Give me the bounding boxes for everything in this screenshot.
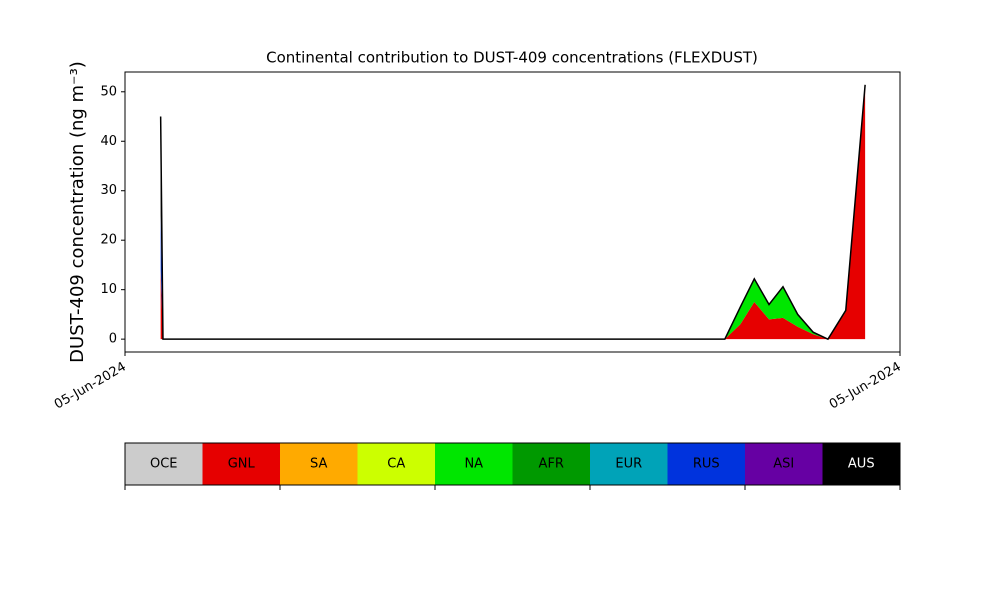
plot-frame: [124, 71, 901, 353]
legend-swatch: [357, 443, 435, 485]
y-axis-label: DUST-409 concentration (ng m⁻³): [67, 61, 88, 363]
y-tick-label: 30: [100, 183, 117, 198]
legend-label: GNL: [228, 457, 256, 472]
legend-swatch: [745, 443, 823, 485]
legend-label: RUS: [693, 457, 720, 472]
legend-label: OCE: [150, 457, 178, 472]
x-tick-label: 05-Jun-2024: [827, 360, 904, 413]
legend-swatch: [590, 443, 668, 485]
y-tick-label: 10: [100, 282, 117, 297]
legend-swatch: [202, 443, 280, 485]
legend-swatch: [125, 443, 203, 485]
legend-swatch: [512, 443, 590, 485]
legend-swatch: [280, 443, 358, 485]
x-tick-label: 05-Jun-2024: [52, 360, 129, 413]
legend-frame: [124, 442, 901, 486]
legend-swatch: [822, 443, 900, 485]
y-tick-label: 50: [100, 84, 117, 99]
y-tick-label: 20: [100, 233, 117, 248]
legend-swatch: [667, 443, 745, 485]
y-tick-label: 40: [100, 134, 117, 149]
legend-label: EUR: [615, 457, 642, 472]
y-tick-label: 0: [109, 332, 117, 347]
chart-title: Continental contribution to DUST-409 con…: [266, 49, 758, 67]
total-outline: [159, 84, 866, 341]
area-na: [160, 84, 866, 340]
legend-label: CA: [387, 457, 405, 472]
legend-label: SA: [310, 457, 327, 472]
legend-label: ASI: [773, 457, 794, 472]
legend-swatch: [435, 443, 513, 485]
legend-label: AUS: [848, 457, 875, 472]
legend-label: NA: [464, 457, 483, 472]
legend-label: AFR: [539, 457, 564, 472]
